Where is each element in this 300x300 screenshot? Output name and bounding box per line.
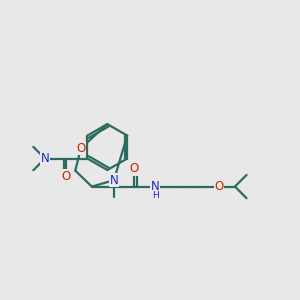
Text: O: O [76,142,86,155]
Text: N: N [40,152,50,165]
Text: O: O [214,180,224,193]
Text: N: N [151,180,160,193]
Text: O: O [61,170,71,183]
Text: H: H [152,191,159,200]
Text: N: N [110,174,118,187]
Text: O: O [130,162,139,176]
